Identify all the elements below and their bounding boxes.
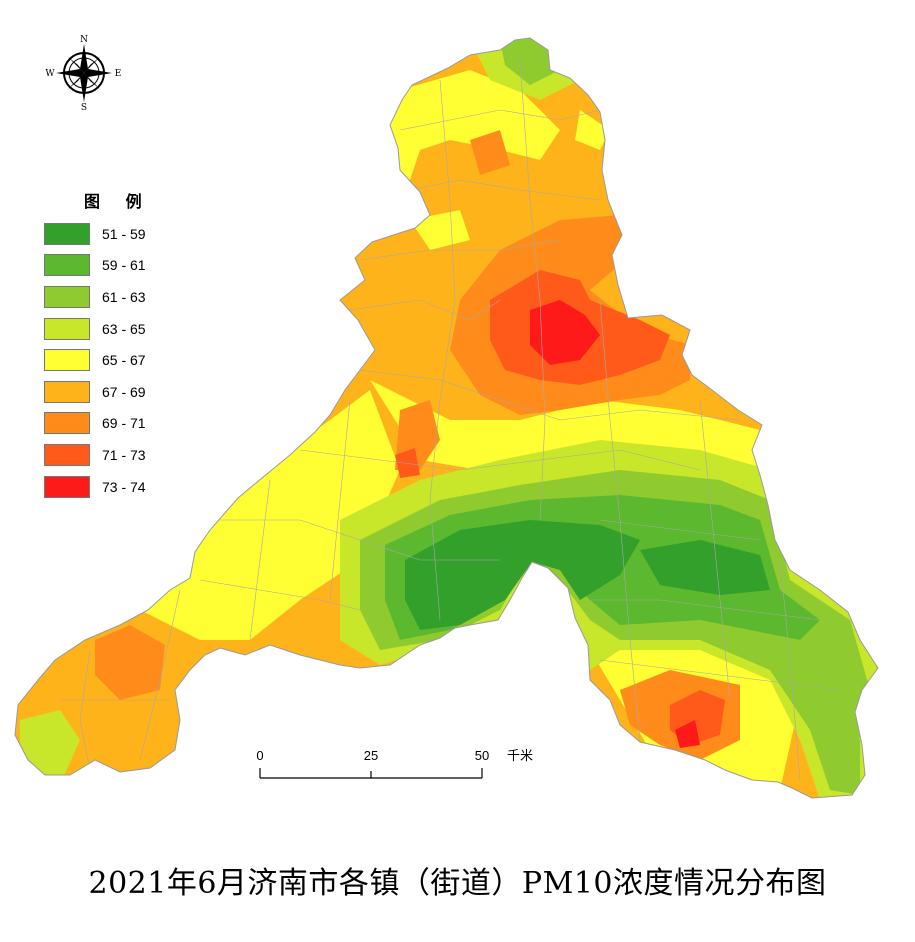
legend-items: 51 - 59 59 - 61 61 - 63 63 - 65 65 - 67 67 - …	[44, 218, 174, 502]
legend-label: 65 - 67	[102, 352, 146, 369]
legend-item: 69 - 71	[44, 408, 174, 440]
concentration-zone	[380, 70, 560, 180]
legend-label: 63 - 65	[102, 320, 146, 337]
legend-swatch	[44, 443, 90, 466]
legend-item: 71 - 73	[44, 439, 174, 471]
concentration-zone	[830, 720, 860, 795]
concentration-zone	[530, 300, 600, 365]
legend-label: 51 - 59	[102, 225, 146, 242]
region-boundary	[14, 37, 879, 799]
legend-swatch	[44, 317, 90, 340]
legend-label: 61 - 63	[102, 288, 146, 305]
legend-item: 73 - 74	[44, 471, 174, 503]
legend-item: 51 - 59	[44, 218, 174, 250]
concentration-zone	[575, 110, 610, 150]
compass-west-label: W	[45, 69, 55, 79]
concentration-zone	[470, 130, 510, 175]
compass-rose: N S E W	[45, 35, 121, 113]
compass-east-label: E	[115, 69, 122, 79]
scale-unit: 千米	[507, 748, 533, 763]
concentration-zone	[95, 625, 165, 700]
scale-bar: 0 25 50 千米	[256, 748, 533, 779]
legend-swatch	[44, 285, 90, 308]
legend-item: 61 - 63	[44, 281, 174, 313]
legend-swatch	[44, 412, 90, 435]
map-title: 2021年6月济南市各镇（街道）PM10浓度情况分布图	[88, 866, 827, 901]
legend-label: 69 - 71	[102, 415, 146, 432]
map-legend: 图 例 51 - 59 59 - 61 61 - 63 63 - 65 65 - 67 6…	[44, 188, 174, 502]
legend-item: 63 - 65	[44, 313, 174, 345]
legend-title: 图 例	[84, 192, 152, 211]
legend-swatch	[44, 254, 90, 277]
legend-swatch	[44, 222, 90, 245]
scale-tick-50: 50	[475, 748, 489, 763]
concentration-zone	[675, 720, 700, 748]
legend-label: 73 - 74	[102, 478, 146, 495]
legend-swatch	[44, 349, 90, 372]
scale-tick-25: 25	[364, 748, 378, 763]
concentration-zone	[410, 210, 470, 250]
concentration-zone	[405, 520, 640, 630]
concentration-zone	[395, 448, 420, 478]
scale-tick-0: 0	[256, 748, 263, 763]
legend-item: 65 - 67	[44, 344, 174, 376]
legend-label: 71 - 73	[102, 446, 146, 463]
compass-north-label: N	[80, 35, 88, 45]
concentration-zone	[640, 540, 770, 595]
district-boundaries	[60, 59, 841, 781]
legend-swatch	[44, 475, 90, 498]
legend-item: 59 - 61	[44, 250, 174, 282]
legend-label: 67 - 69	[102, 383, 146, 400]
compass-south-label: S	[81, 103, 87, 113]
legend-swatch	[44, 380, 90, 403]
legend-item: 67 - 69	[44, 376, 174, 408]
legend-label: 59 - 61	[102, 257, 146, 274]
